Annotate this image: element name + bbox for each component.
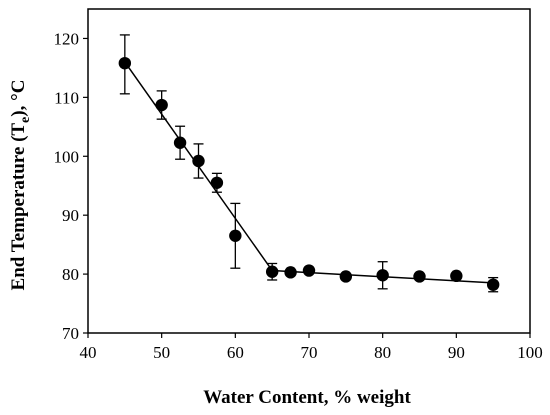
y-tick-label: 70 [62, 324, 79, 343]
data-point [173, 136, 187, 149]
x-tick-label: 70 [301, 343, 318, 362]
data-point [210, 176, 224, 189]
y-tick-label: 80 [62, 265, 79, 284]
y-tick-label: 90 [62, 206, 79, 225]
data-point [118, 56, 132, 70]
x-tick-label: 60 [227, 343, 244, 362]
y-tick-label: 100 [54, 147, 80, 166]
plot-area: 40 50 60 70 80 90 100 70 80 90 100 110 120 [54, 8, 543, 362]
y-axis-title-tail: ), °C [8, 80, 29, 117]
x-axis-title: Water Content, % weight [203, 387, 411, 408]
data-point [229, 229, 242, 242]
x-tick-label: 80 [374, 343, 391, 362]
data-point [339, 270, 353, 283]
y-axis-title-subscript: e [18, 117, 33, 123]
data-point [450, 269, 463, 283]
y-tick-label: 120 [54, 29, 80, 48]
data-point [155, 98, 168, 112]
x-tick-label: 50 [153, 343, 170, 362]
data-point [413, 270, 426, 283]
data-point [302, 264, 316, 277]
plot-frame [87, 8, 531, 334]
x-tick-label: 40 [80, 343, 97, 362]
data-point [265, 265, 279, 278]
x-tick-label: 100 [517, 343, 543, 362]
x-tick-label: 90 [448, 343, 465, 362]
data-point [192, 154, 205, 168]
data-point [486, 278, 500, 291]
y-axis-title-main: End Temperature (T [8, 123, 29, 291]
fit-line [124, 61, 494, 284]
data-point [284, 266, 297, 279]
y-axis-title: End Temperature (Te), °C [8, 80, 33, 291]
data-point [376, 269, 389, 282]
y-tick-label: 110 [54, 88, 79, 107]
